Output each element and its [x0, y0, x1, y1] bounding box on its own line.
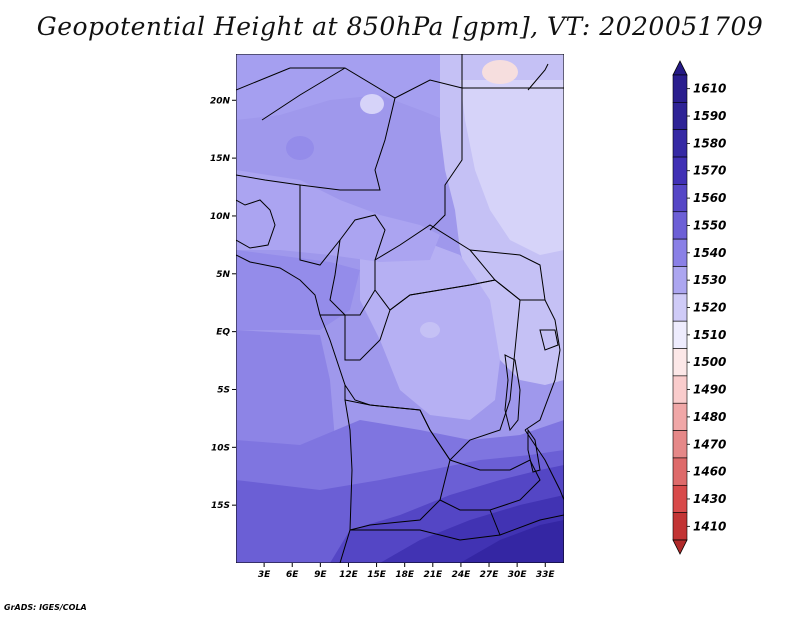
border-lake-3 — [539, 329, 559, 351]
colorbar-segment — [672, 102, 688, 131]
border-red-sea — [527, 63, 549, 91]
colorbar-label: 1500 — [693, 355, 726, 369]
colorbar-label: 1570 — [693, 164, 726, 178]
lat-tick-label: 10S — [211, 443, 230, 453]
border-mozambique — [524, 429, 564, 501]
colorbar-label: 1580 — [693, 136, 726, 150]
lon-tick-label: 9E — [314, 570, 327, 580]
lat-tick-label: 10N — [210, 212, 231, 222]
colorbar-label: 1520 — [693, 301, 726, 315]
colorbar-label: 1590 — [693, 109, 726, 123]
latitude-axis: 20N 15N 10N 5N EQ 5S 10S 15S — [210, 96, 236, 511]
colorbar-segment — [672, 211, 688, 240]
field-lighter-northeast — [460, 80, 564, 255]
political-borders — [236, 54, 564, 563]
grads-credit: GrADS: IGES/COLA — [4, 603, 87, 612]
colorbar-segment — [672, 348, 688, 377]
border-niger-chad — [365, 97, 396, 191]
field-south-1610 — [460, 520, 564, 563]
colorbar-label: 1490 — [693, 383, 726, 397]
colorbar-segment — [672, 430, 688, 459]
lon-tick-label: 30E — [508, 570, 528, 580]
colorbar-segment — [672, 238, 688, 267]
lon-tick-label: 12E — [339, 570, 359, 580]
colorbar-label: 1560 — [693, 191, 726, 205]
colorbar-segment — [672, 184, 688, 213]
colorbar-label: 1530 — [693, 273, 726, 287]
colorbar-label: 1470 — [693, 437, 726, 451]
border-mali-niger — [261, 67, 346, 121]
lat-tick-label: 15S — [211, 501, 230, 511]
border-west-guinea — [236, 199, 276, 249]
colorbar-label: 1430 — [693, 492, 726, 506]
map-plot-area — [236, 54, 564, 563]
lon-tick-label: 21E — [423, 570, 443, 580]
colorbar-segment — [672, 129, 688, 158]
border-chad-sudan — [429, 88, 463, 231]
lon-tick-label: 24E — [452, 570, 472, 580]
colorbar-label: 1540 — [693, 246, 726, 260]
border-nigeria — [299, 185, 386, 266]
border-zimbabwe — [489, 509, 501, 536]
lon-tick-label: 6E — [286, 570, 299, 580]
border-lake-2 — [527, 428, 541, 473]
colorbar-label: 1610 — [693, 82, 726, 96]
colorbar-segment — [672, 375, 688, 404]
border-gabon-congo — [320, 309, 391, 361]
field-sahel — [236, 170, 440, 262]
colorbar-label: 1510 — [693, 328, 726, 342]
lat-tick-label: EQ — [216, 328, 230, 338]
colorbar-segment — [672, 293, 688, 322]
lat-tick-label: 15N — [210, 154, 231, 164]
colorbar-segment — [672, 402, 688, 431]
lon-tick-label: 33E — [536, 570, 556, 580]
colorbar-segment — [672, 512, 688, 541]
colorbar-top-arrow — [672, 60, 688, 76]
border-tanzania-east — [520, 299, 561, 431]
colorbar-segment — [672, 74, 688, 103]
field-patch-2 — [286, 136, 314, 160]
lon-tick-label: 27E — [480, 570, 500, 580]
lon-tick-label: 3E — [258, 570, 271, 580]
border-algeria-mali — [236, 67, 291, 91]
colorbar-label: 1550 — [693, 218, 726, 232]
colorbar-segment — [672, 156, 688, 185]
field-patch-3 — [420, 322, 440, 338]
map-title: Geopotential Height at 850hPa [gpm], VT:… — [36, 12, 764, 41]
field-patch-1 — [360, 94, 384, 114]
longitude-axis: 3E 6E 9E 12E 15E 18E 21E 24E 27E 30E 33E — [258, 563, 556, 580]
border-cameroon — [329, 239, 376, 316]
colorbar-segment — [672, 457, 688, 486]
lon-tick-label: 15E — [367, 570, 387, 580]
colorbar-label: 1480 — [693, 410, 726, 424]
lon-tick-label: 18E — [395, 570, 415, 580]
field-west-darker — [236, 250, 360, 330]
lat-tick-label: 20N — [210, 96, 231, 106]
border-lake-1 — [504, 354, 521, 432]
field-pink-low — [482, 60, 518, 84]
border-namibia — [350, 514, 564, 541]
colorbar-segment — [672, 266, 688, 295]
colorbar-label: 1460 — [693, 465, 726, 479]
colorbar-segment — [672, 484, 688, 513]
colorbar-bottom-arrow — [672, 539, 688, 555]
border-west-coast — [236, 254, 353, 563]
colorbar: 1610 1590 1580 1570 1560 1550 1540 1530 1520 1510… — [672, 60, 726, 555]
colorbar-label: 1410 — [693, 519, 726, 533]
lat-tick-label: 5S — [217, 385, 230, 395]
colorbar-segment — [672, 320, 688, 349]
border-zambia — [439, 459, 541, 511]
lat-tick-label: 5N — [216, 270, 230, 280]
